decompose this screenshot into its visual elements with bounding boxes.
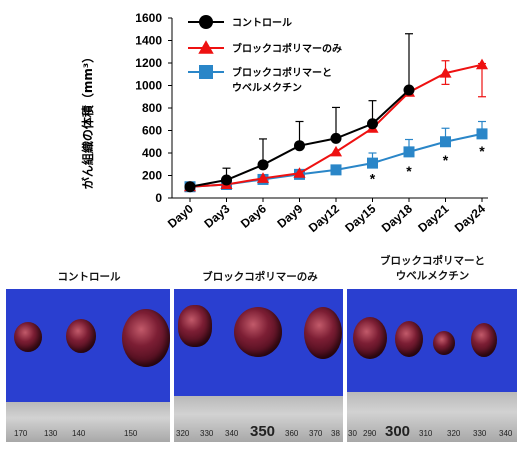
data-point-circle [367, 118, 378, 130]
significance-asterisk: * [443, 152, 449, 168]
photo-combo: 30 290 300 310 320 330 340 [347, 289, 517, 442]
photo-label-copolymer: ブロックコポリマーのみ [202, 271, 318, 283]
x-tick-label: Day3 [201, 201, 232, 230]
tumor [433, 331, 455, 355]
data-point-triangle [329, 145, 343, 157]
ruler: 320 330 340 350 360 370 38 [174, 396, 343, 442]
ruler-number-large: 300 [385, 423, 411, 440]
tumor [304, 307, 342, 359]
ruler-number: 130 [44, 429, 58, 438]
data-point-circle [330, 132, 342, 144]
ruler-number: 170 [14, 429, 28, 438]
data-point-circle [199, 15, 213, 29]
ruler-number: 330 [200, 429, 214, 438]
data-point-circle [184, 181, 196, 193]
ruler-number: 340 [225, 429, 239, 438]
x-tick-label: Day18 [379, 201, 415, 235]
data-point-triangle [475, 58, 489, 70]
data-point-circle [221, 174, 232, 186]
ruler-number: 290 [363, 429, 377, 438]
data-point-square [440, 136, 451, 148]
tumor [395, 321, 423, 357]
data-point-circle [294, 140, 305, 152]
x-tick-label: Day21 [415, 201, 451, 235]
legend-label: ブロックコポリマーのみ [232, 42, 342, 55]
photo-label-combo-line2: ウベルメクチン [395, 270, 470, 282]
ruler-number-large: 350 [250, 423, 276, 440]
photo-copolymer: 320 330 340 350 360 370 38 [174, 289, 343, 442]
ruler-number: 30 [348, 429, 357, 438]
significance-asterisk: * [406, 163, 412, 179]
photo-control: 170 130 140 150 [6, 289, 170, 442]
y-tick-label: 0 [155, 191, 162, 205]
x-tick-label: Day6 [238, 201, 269, 230]
significance-asterisk: * [479, 143, 485, 159]
y-tick-label: 1000 [135, 79, 162, 93]
data-point-triangle [439, 67, 452, 78]
photo-label-combo-line1: ブロックコポリマーと [380, 255, 485, 267]
significance-asterisk: * [370, 170, 376, 186]
y-tick-label: 400 [142, 146, 162, 160]
y-tick-label: 800 [142, 101, 162, 115]
ruler-number: 360 [285, 429, 299, 438]
x-tick-label: Day24 [452, 201, 488, 235]
series [183, 33, 489, 193]
ruler-number: 320 [176, 429, 190, 438]
tumor [471, 323, 497, 357]
x-tick-label: Day0 [165, 201, 196, 230]
x-tick-label: Day9 [274, 201, 305, 230]
ruler-number: 320 [447, 429, 461, 438]
ruler-number: 150 [124, 429, 138, 438]
x-tick-label: Day12 [306, 201, 342, 235]
tumor [178, 305, 212, 347]
legend-label: ウベルメクチン [232, 82, 302, 94]
data-point-square [330, 164, 342, 176]
data-point-triangle [198, 40, 214, 54]
data-point-square [367, 157, 378, 169]
series-0 [184, 33, 415, 193]
data-point-triangle [293, 167, 306, 178]
ruler-number: 310 [419, 429, 433, 438]
ruler-number: 370 [309, 429, 323, 438]
legend-label: ブロックコポリマーと [232, 66, 332, 79]
y-axis-label: がん組織の体積（mm³） [80, 51, 95, 189]
data-point-square [403, 146, 415, 158]
y-axis: 0 200 400 600 800 1000 1200 1400 1600 [135, 11, 173, 205]
y-tick-label: 600 [142, 124, 162, 138]
ruler: 30 290 300 310 320 330 340 [347, 392, 517, 442]
ruler-number: 140 [72, 429, 86, 438]
y-tick-label: 1200 [135, 56, 162, 70]
significance-marks: * * * * [370, 143, 486, 187]
legend-label: コントロール [232, 17, 292, 29]
x-tick-label: Day15 [342, 201, 378, 235]
tumor [122, 309, 170, 367]
y-tick-label: 200 [142, 169, 162, 183]
ruler-number: 330 [473, 429, 487, 438]
x-axis: Day0 Day3 Day6 Day9 Day12 Day15 Day18 Day21 Day2… [165, 197, 488, 235]
photo-label-combo: ブロックコポリマーと ウベルメクチン [350, 254, 515, 284]
data-point-circle [403, 84, 415, 96]
data-point-square [199, 65, 213, 79]
y-tick-label: 1600 [135, 11, 162, 25]
tumor [353, 317, 387, 359]
y-tick-label: 1400 [135, 34, 162, 48]
tumor [234, 307, 282, 357]
photo-label-control: コントロール [57, 271, 121, 283]
data-point-circle [257, 159, 269, 171]
data-point-square [476, 128, 488, 140]
ruler-number: 38 [331, 429, 340, 438]
data-point-triangle [256, 172, 270, 183]
ruler-number: 340 [499, 429, 513, 438]
ruler: 170 130 140 150 [6, 402, 170, 442]
tumor [66, 319, 96, 353]
tumor [14, 322, 42, 352]
